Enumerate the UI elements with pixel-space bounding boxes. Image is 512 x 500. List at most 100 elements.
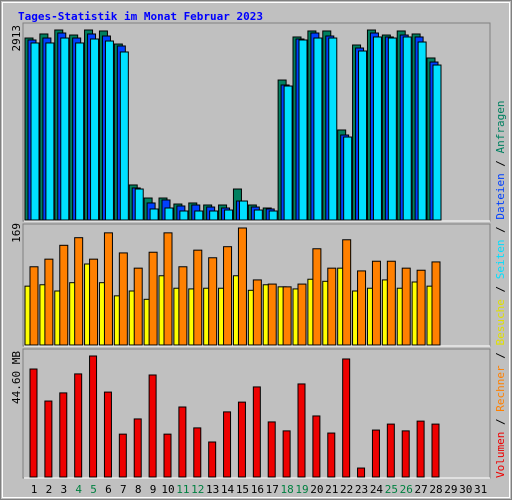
bar bbox=[74, 373, 83, 478]
bar bbox=[118, 252, 128, 346]
bar bbox=[194, 210, 204, 221]
bar bbox=[103, 391, 112, 478]
bar bbox=[253, 209, 263, 221]
bar bbox=[268, 210, 278, 221]
legend-entry: Dateien bbox=[494, 173, 507, 219]
bar bbox=[432, 64, 442, 221]
x-tick-label: 9 bbox=[150, 483, 157, 496]
bar bbox=[386, 423, 395, 478]
x-tick-label: 28 bbox=[429, 483, 442, 496]
legend-entry: Rechner bbox=[494, 365, 507, 412]
bar bbox=[342, 239, 352, 346]
bar bbox=[179, 210, 189, 221]
x-tick-label: 11 bbox=[176, 483, 189, 496]
legend-entry: Anfragen bbox=[494, 100, 507, 153]
bar bbox=[29, 368, 38, 478]
bar bbox=[237, 401, 246, 478]
bar bbox=[103, 232, 113, 346]
bar bbox=[267, 283, 277, 346]
bar bbox=[209, 210, 219, 221]
bar bbox=[133, 418, 142, 478]
bar bbox=[327, 432, 336, 478]
x-tick-label: 22 bbox=[340, 483, 353, 496]
bar bbox=[297, 283, 307, 346]
bar bbox=[193, 427, 202, 478]
bar bbox=[118, 433, 127, 478]
bar bbox=[431, 423, 440, 478]
bar bbox=[431, 261, 441, 346]
bar bbox=[29, 266, 39, 346]
x-tick-label: 10 bbox=[161, 483, 174, 496]
bar bbox=[386, 260, 396, 346]
legend-separator: / bbox=[494, 279, 507, 299]
bar bbox=[30, 42, 40, 221]
bar bbox=[178, 406, 187, 478]
bar bbox=[343, 136, 353, 221]
x-tick-label: 19 bbox=[295, 483, 308, 496]
bar bbox=[133, 267, 143, 346]
x-tick-label: 8 bbox=[135, 483, 142, 496]
bar bbox=[74, 237, 84, 346]
x-tick-label: 12 bbox=[191, 483, 204, 496]
x-tick-label: 21 bbox=[325, 483, 338, 496]
y-tick-label: 169 bbox=[10, 223, 23, 243]
legend-entry: Seiten bbox=[494, 240, 507, 280]
x-tick-label: 1 bbox=[31, 483, 38, 496]
bar bbox=[134, 188, 144, 221]
bar bbox=[237, 227, 247, 346]
bar bbox=[357, 270, 367, 346]
bar bbox=[104, 40, 114, 221]
x-tick-label: 4 bbox=[75, 483, 82, 496]
bar bbox=[371, 260, 381, 346]
chart-title: Tages-Statistik im Monat Februar 2023 bbox=[18, 10, 263, 23]
y-tick-label: 44.60 MB bbox=[10, 351, 23, 404]
legend: Volumen / Rechner / Besuche / Seiten / D… bbox=[494, 100, 507, 478]
bar bbox=[44, 258, 54, 346]
bar bbox=[313, 37, 323, 221]
bar bbox=[297, 383, 306, 478]
bar bbox=[90, 38, 100, 221]
bar bbox=[358, 50, 368, 221]
legend-separator: / bbox=[494, 220, 507, 240]
legend-entry: Volumen bbox=[494, 432, 507, 478]
bar bbox=[282, 430, 291, 478]
bar bbox=[223, 246, 233, 346]
x-tick-label: 3 bbox=[60, 483, 67, 496]
x-tick-label: 29 bbox=[444, 483, 457, 496]
y-tick-label: 2913 bbox=[10, 25, 23, 52]
bar bbox=[342, 358, 351, 478]
legend-separator: / bbox=[494, 412, 507, 432]
bar bbox=[298, 39, 308, 221]
bar bbox=[148, 251, 158, 346]
x-tick-label: 26 bbox=[400, 483, 413, 496]
legend-separator: / bbox=[494, 346, 507, 366]
bar bbox=[252, 386, 261, 478]
x-tick-label: 13 bbox=[206, 483, 219, 496]
bar bbox=[224, 209, 234, 221]
bar bbox=[44, 400, 53, 478]
x-tick-label: 5 bbox=[90, 483, 97, 496]
x-tick-label: 23 bbox=[355, 483, 368, 496]
bar bbox=[164, 207, 174, 221]
bar bbox=[252, 279, 262, 346]
bar bbox=[238, 200, 248, 221]
x-tick-label: 14 bbox=[221, 483, 235, 496]
bar bbox=[59, 244, 69, 346]
bar bbox=[119, 51, 129, 221]
x-tick-label: 25 bbox=[385, 483, 398, 496]
bar bbox=[402, 36, 412, 221]
bar bbox=[416, 269, 426, 346]
x-tick-label: 27 bbox=[414, 483, 427, 496]
bar bbox=[208, 257, 218, 346]
bar bbox=[45, 42, 55, 221]
bar bbox=[163, 433, 172, 478]
bar bbox=[312, 248, 322, 346]
bar bbox=[149, 208, 159, 221]
legend-separator: / bbox=[494, 153, 507, 173]
x-tick-label: 7 bbox=[120, 483, 127, 496]
x-tick-label: 15 bbox=[236, 483, 249, 496]
bar bbox=[328, 37, 338, 221]
bar bbox=[59, 392, 68, 478]
